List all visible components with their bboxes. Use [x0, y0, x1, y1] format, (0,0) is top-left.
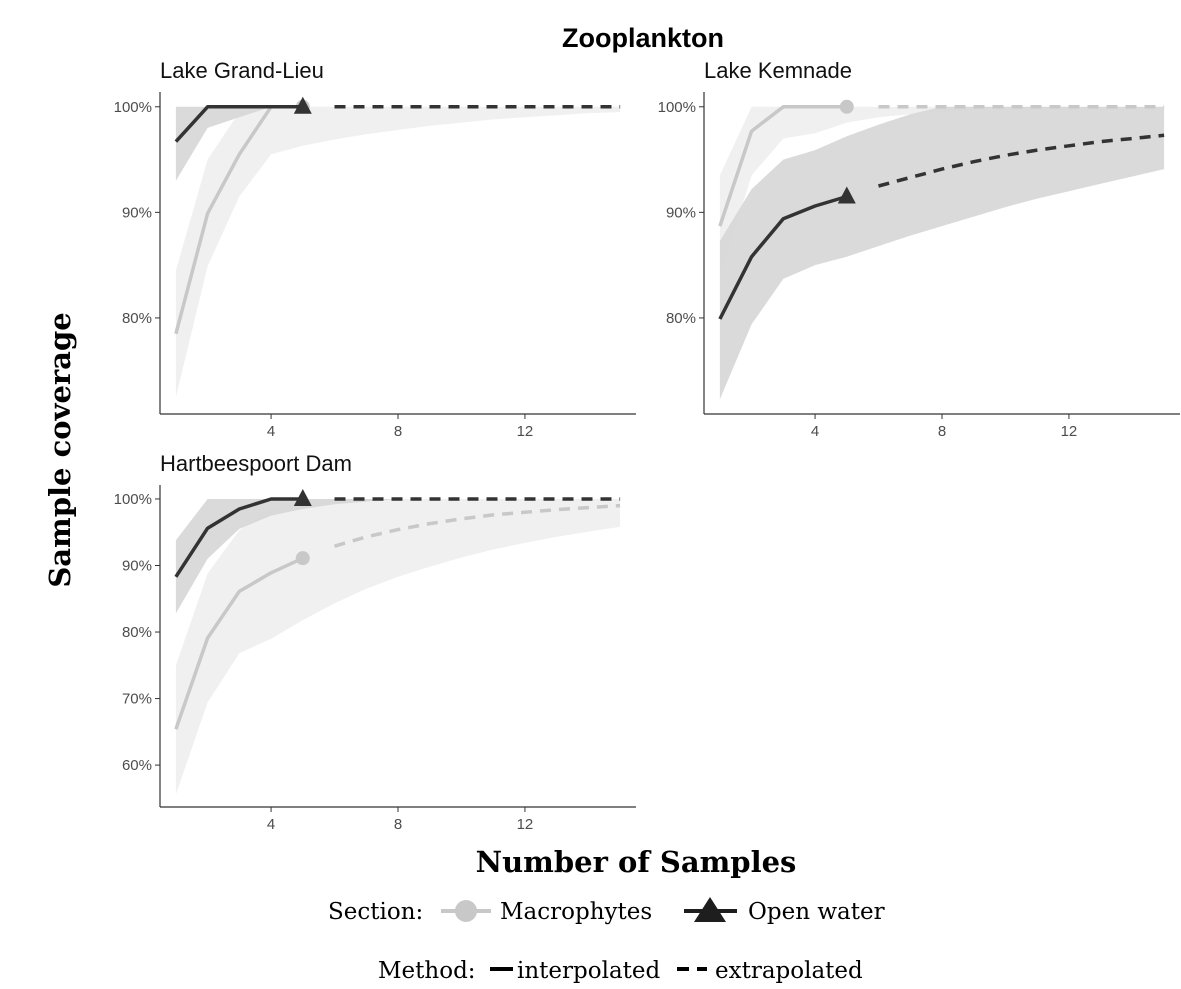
y-tick-label: 90%: [122, 558, 152, 575]
legend-open-water-label: Open water: [748, 899, 885, 925]
x-tick-label: 8: [394, 816, 402, 833]
open-water-observed-marker: [837, 186, 856, 204]
panel-lake-kemnade: Lake Kemnade 80% 90% 100% 4 8 12: [658, 58, 1180, 440]
x-tick-label: 12: [1061, 423, 1078, 440]
panel-hartbeespoort-dam: Hartbeespoort Dam 60% 70% 80% 90% 100% 4 8 12: [114, 451, 636, 833]
y-tick-label: 100%: [114, 491, 152, 508]
open-water-interpolated-line: [174, 105, 303, 143]
macrophytes-ci-band: [175, 499, 621, 795]
y-tick-label: 60%: [122, 757, 152, 774]
macrophytes-observed-marker: [295, 551, 310, 566]
legend-method-title: Method:: [378, 958, 476, 984]
y-tick-label: 80%: [666, 310, 696, 327]
y-tick-label: 90%: [122, 204, 152, 221]
open-water-interpolated-line: [718, 194, 848, 320]
macrophytes-interpolated-line: [718, 105, 847, 227]
y-tick-label: 100%: [658, 99, 696, 116]
macrophytes-observed-marker: [839, 99, 854, 114]
macrophytes-ci-band: [719, 106, 1165, 276]
y-axis-title: Sample coverage: [43, 312, 77, 587]
open-water-interpolated-line: [174, 497, 303, 578]
open-water-ci-band: [175, 106, 621, 181]
open-water-ci-band: [175, 499, 621, 614]
legend-macrophytes-marker: [455, 900, 477, 922]
y-tick-label: 80%: [122, 310, 152, 327]
open-water-observed-marker: [293, 488, 312, 506]
x-tick-label: 8: [938, 423, 946, 440]
open-water-ci-band: [719, 106, 1165, 400]
chart-title: Zooplankton: [562, 23, 724, 53]
x-tick-label: 8: [394, 423, 402, 440]
panel-title: Lake Grand-Lieu: [160, 58, 324, 83]
y-tick-label: 90%: [666, 204, 696, 221]
legend-interpolated-label: interpolated: [517, 958, 661, 984]
panel-lake-grand-lieu: Lake Grand-Lieu 80% 90% 100% 4 8 12: [114, 58, 636, 440]
x-tick-label: 4: [811, 423, 819, 440]
y-tick-label: 100%: [114, 99, 152, 116]
x-tick-label: 4: [267, 816, 275, 833]
open-water-observed-marker: [293, 96, 312, 114]
macrophytes-interpolated-line: [174, 556, 304, 730]
legend-open-water-marker: [694, 897, 726, 922]
legend-extrapolated-label: extrapolated: [715, 958, 863, 984]
panel-title: Hartbeespoort Dam: [160, 451, 352, 476]
legend-macrophytes-label: Macrophytes: [500, 899, 652, 925]
x-tick-label: 12: [517, 423, 534, 440]
x-tick-label: 4: [267, 423, 275, 440]
y-tick-label: 70%: [122, 691, 152, 708]
x-tick-label: 12: [517, 816, 534, 833]
legend: Section: Macrophytes Open water Method: …: [328, 897, 885, 984]
panel-title: Lake Kemnade: [704, 58, 852, 83]
y-tick-label: 80%: [122, 624, 152, 641]
x-axis-title: Number of Samples: [476, 845, 797, 879]
legend-section-title: Section:: [328, 899, 423, 925]
